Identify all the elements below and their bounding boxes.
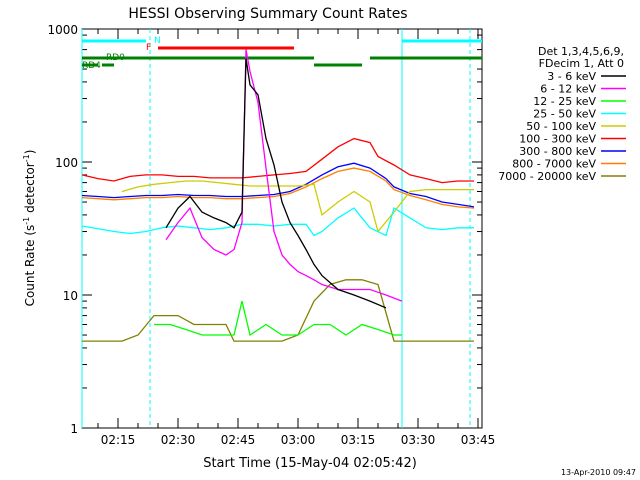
x-tick-label: 03:30 xyxy=(401,433,436,447)
x-tick-label: 03:45 xyxy=(461,433,496,447)
series-line-4 xyxy=(121,180,474,233)
flag-label-rd4: RD4 xyxy=(82,61,101,71)
legend-label: 800 - 7000 keV xyxy=(512,158,596,171)
plot-frame xyxy=(81,28,483,429)
legend-header-line-2: FDecim 1, Att 0 xyxy=(539,57,624,70)
y-tick-label: 100 xyxy=(55,156,78,170)
legend-header-line-1: Det 1,3,4,5,6,9, xyxy=(538,45,624,58)
y-tick-label: 1 xyxy=(70,422,78,436)
x-tick-label: 02:30 xyxy=(161,433,196,447)
series-line-1 xyxy=(165,49,403,302)
legend-label: 300 - 800 keV xyxy=(519,145,596,158)
series-line-8 xyxy=(82,279,474,342)
x-tick-label: 02:45 xyxy=(221,433,256,447)
timestamp: 13-Apr-2010 09:47 xyxy=(561,468,636,477)
x-axis-label: Start Time (15-May-04 02:05:42) xyxy=(203,456,417,471)
series-line-5 xyxy=(81,137,474,184)
flag-label-n: N xyxy=(154,36,161,46)
series-line-0 xyxy=(165,58,387,309)
plot-area: 1 10 100 1000 02:15 02:30 02:45 03:00 03:15 03:30… xyxy=(47,23,495,447)
y-tick-label: 1000 xyxy=(47,23,78,37)
x-tick-label: 02:15 xyxy=(101,433,136,447)
legend-label: 100 - 300 keV xyxy=(519,133,596,146)
legend-label: 6 - 12 keV xyxy=(540,83,596,96)
y-tick-label: 10 xyxy=(63,289,78,303)
legend-label: 25 - 50 keV xyxy=(533,108,596,121)
x-tick-label: 03:00 xyxy=(281,433,316,447)
legend-label: 3 - 6 keV xyxy=(547,70,596,83)
chart-title: HESSI Observing Summary Count Rates xyxy=(128,6,407,22)
series-line-6 xyxy=(81,162,475,208)
series-line-3 xyxy=(81,207,474,237)
x-tick-label: 03:15 xyxy=(341,433,376,447)
flag-label-f: F xyxy=(146,43,151,53)
y-axis-label: Count Rate (s-1 detector-1) xyxy=(22,150,37,307)
legend-label: 7000 - 20000 keV xyxy=(498,170,596,183)
legend-label: 12 - 25 keV xyxy=(533,95,596,108)
flag-label-rd0: RD0 xyxy=(106,53,125,63)
legend-label: 50 - 100 keV xyxy=(526,120,596,133)
series-line-2 xyxy=(154,300,402,337)
